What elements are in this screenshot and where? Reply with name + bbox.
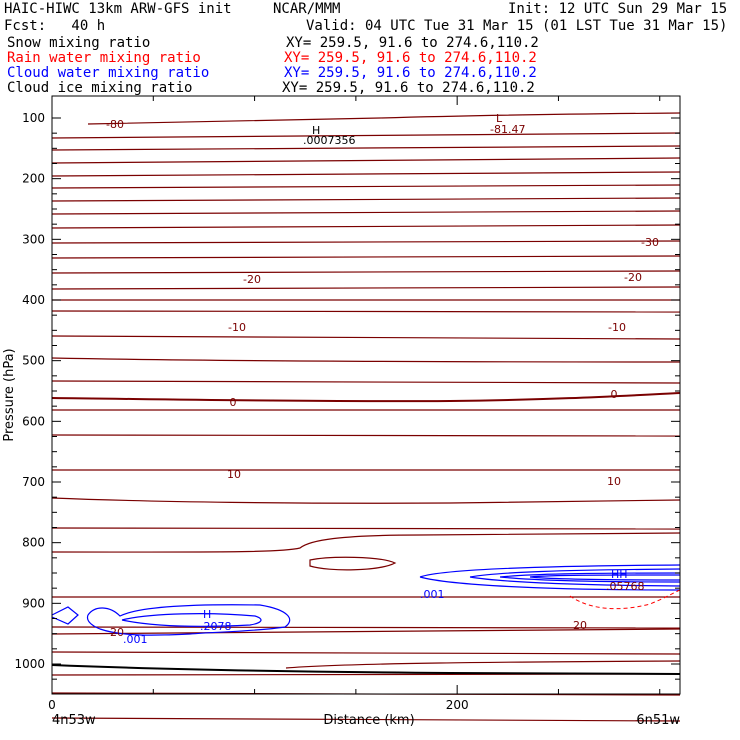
rain-water-contours (569, 589, 681, 610)
y-tick-label: 700 (22, 475, 45, 489)
x-axis: 0 200 (48, 96, 661, 712)
plot-frame (51, 95, 681, 695)
header-org: NCAR/MMM (273, 1, 341, 17)
contour-label-minus30: -30 (641, 236, 659, 249)
contour-label-0-left: 0 (230, 396, 237, 409)
field-xy-snow: XY= 259.5, 91.6 to 274.6,110.2 (286, 35, 539, 51)
header-title: HAIC-HIWC 13km ARW-GFS init (4, 1, 232, 17)
cloud-water-max-hh-marker: HH (611, 568, 628, 581)
cloud-water-contour-label-right: .001 (420, 588, 445, 601)
y-axis-title: Pressure (hPa) (2, 348, 17, 441)
contour-label-20-left: 20 (110, 626, 124, 639)
field-xy-cloud-water: XY= 259.5, 91.6 to 274.6,110.2 (284, 65, 537, 81)
right-endpoint-label: 6n51w (636, 713, 680, 728)
y-tick-label: 600 (22, 414, 45, 428)
y-tick-label: 500 (22, 354, 45, 368)
field-name-cloud-water: Cloud water mixing ratio (7, 65, 210, 81)
y-tick-label: 800 (22, 536, 45, 550)
y-tick-label: 300 (22, 232, 45, 246)
y-tick-label: 200 (22, 172, 45, 186)
contour-label-10-left: 10 (227, 468, 241, 481)
header-init: Init: 12 UTC Sun 29 Mar 15 (508, 1, 728, 17)
y-tick-label: 1000 (14, 657, 45, 671)
field-name-snow: Snow mixing ratio (7, 35, 151, 51)
cloud-water-max-value: .2078 (200, 620, 232, 633)
header-fcst: Fcst: 40 h (4, 18, 106, 34)
cloud-water-contours (51, 564, 681, 636)
contour-label-minus10-left: -10 (228, 321, 246, 334)
cloud-water-max-h-marker: H (203, 608, 211, 621)
x-tick-label: 0 (48, 698, 56, 712)
field-xy-cloud-ice: XY= 259.5, 91.6 to 274.6,110.2 (282, 80, 535, 96)
contour-label-minus20-left: -20 (243, 273, 261, 286)
x-axis-title: Distance (km) (323, 713, 414, 728)
extrema-annotations: H .0007356 L -81.47 H .2078 .001 .001 HH… (123, 112, 645, 646)
contour-label-minus10-right: -10 (608, 321, 626, 334)
contour-label-20-right: 20 (573, 619, 587, 632)
field-name-cloud-ice: Cloud ice mixing ratio (7, 80, 193, 96)
contour-label-10-right: 10 (607, 475, 621, 488)
temperature-min-l-marker: L (496, 112, 503, 125)
thick-contours (51, 392, 681, 675)
contour-labels: -80 -30 -20 -20 -10 -10 0 0 10 10 20 20 (106, 118, 659, 639)
contour-label-0-right: 0 (611, 388, 618, 401)
cloud-water-max-value-right: .05768 (606, 580, 645, 593)
y-tick-label: 900 (22, 596, 45, 610)
snow-max-h-marker: H (312, 124, 320, 137)
temperature-min-value: -81.47 (490, 123, 525, 136)
left-endpoint-label: 4n53w (52, 713, 96, 728)
x-tick-label: 200 (446, 698, 469, 712)
field-name-rain: Rain water mixing ratio (7, 50, 201, 66)
header-valid: Valid: 04 UTC Tue 31 Mar 15 (01 LST Tue … (306, 18, 728, 34)
snow-max-value: .0007356 (303, 134, 356, 147)
cloud-water-contour-label-left: .001 (123, 633, 148, 646)
contour-label-minus20-right: -20 (624, 271, 642, 284)
y-tick-label: 400 (22, 293, 45, 307)
contour-label-minus80: -80 (106, 118, 124, 131)
field-xy-rain: XY= 259.5, 91.6 to 274.6,110.2 (284, 50, 537, 66)
y-tick-label: 100 (22, 111, 45, 125)
